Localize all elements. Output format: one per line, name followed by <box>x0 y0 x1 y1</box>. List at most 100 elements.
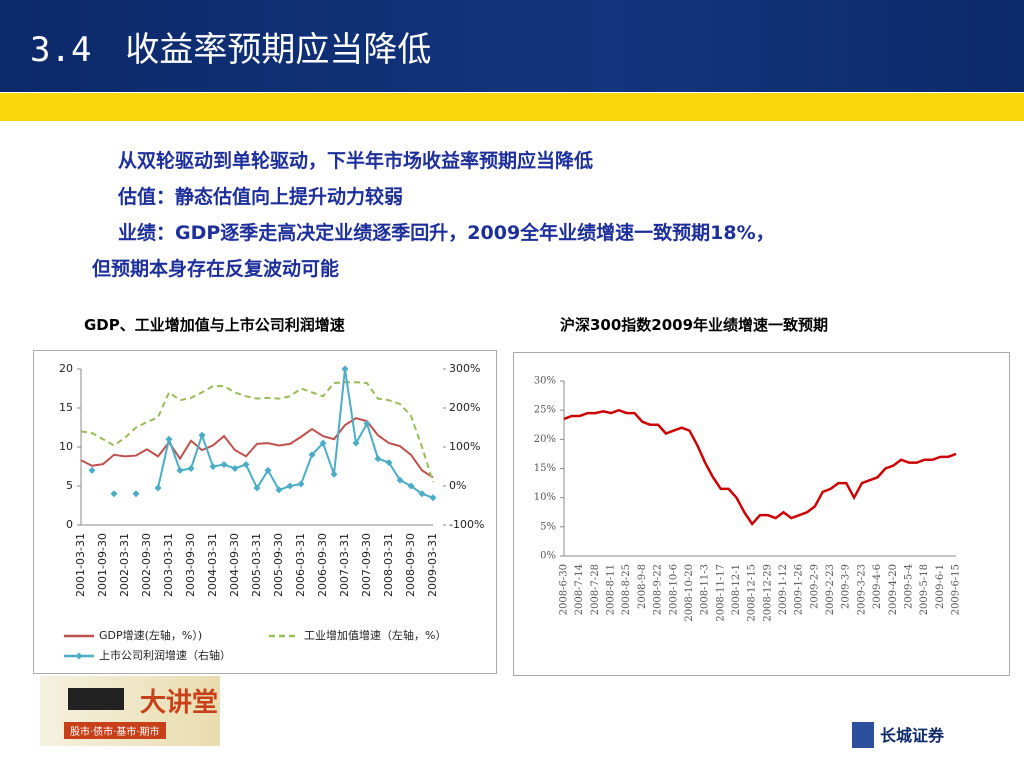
logo-text: 大讲堂 <box>140 688 219 718</box>
x-tick-label: 2001-09-30 <box>96 533 109 597</box>
x-tick-label: 2009-4-20 <box>888 564 899 615</box>
data-point <box>385 459 393 467</box>
data-point <box>176 466 184 474</box>
x-tick-label: 2008-7-28 <box>590 564 601 615</box>
y-tick-label: 30% <box>534 376 556 387</box>
chart-title: GDP、工业增加值与上市公司利润增速 <box>84 316 345 334</box>
text-line: 业绩：GDP逐季走高决定业绩逐季回升，2009全年业绩增速一致预期18%， <box>118 222 775 244</box>
logo-tagline: 股市·债市·基市·期市 <box>64 722 166 739</box>
x-tick-label: 2008-10-20 <box>684 564 695 622</box>
x-tick-label: 2004-03-31 <box>206 533 219 597</box>
x-tick-label: 2009-5-4 <box>903 564 914 609</box>
x-tick-label: 2003-09-30 <box>184 533 197 597</box>
y-tick-label: 15 <box>59 401 73 414</box>
x-tick-label: 2008-10-6 <box>668 564 679 615</box>
y-tick-label: 25% <box>534 405 556 416</box>
series-line <box>563 408 957 526</box>
y2-tick-label: -100% <box>449 518 484 531</box>
y-tick-label: 0 <box>66 518 73 531</box>
data-point <box>88 466 96 474</box>
text-line: 但预期本身存在反复波动可能 <box>92 258 340 280</box>
data-point <box>341 365 349 373</box>
data-point <box>154 484 162 492</box>
data-point <box>220 461 228 469</box>
logo-mark <box>852 722 874 748</box>
data-point <box>352 439 360 447</box>
x-tick-label: 2005-09-30 <box>272 533 285 597</box>
x-tick-label: 2008-12-1 <box>731 564 742 615</box>
data-point <box>286 482 294 490</box>
y2-tick-label: 0% <box>449 479 466 492</box>
x-tick-label: 2003-03-31 <box>162 533 175 597</box>
x-tick-label: 2008-12-15 <box>747 564 758 622</box>
data-point <box>374 455 382 463</box>
y-tick-label: 20 <box>59 362 73 375</box>
logo-mark <box>68 688 124 710</box>
x-tick-label: 2008-8-11 <box>606 564 617 615</box>
x-tick-label: 2008-6-30 <box>559 564 570 615</box>
chart-frame: 0 5 10 15 20 -100% 0% 100% 200% 300% 2001-03-31 200… <box>33 350 497 674</box>
x-tick-label: 2009-3-23 <box>856 564 867 615</box>
y-tick-label: 10% <box>534 492 556 503</box>
chart: 0 5 10 15 20 -100% 0% 100% 200% 300% 2001-03-31 200… <box>59 362 484 662</box>
data-point <box>165 435 173 443</box>
header-bar: 3.4 收益率预期应当降低 <box>0 0 1024 92</box>
x-tick-label: 2009-5-18 <box>919 564 930 615</box>
data-point <box>132 490 140 498</box>
y2-tick-label: 200% <box>449 401 480 414</box>
x-tick-label: 2009-03-31 <box>426 533 439 597</box>
y-tick-label: 0% <box>540 551 556 562</box>
x-tick-label: 2008-11-3 <box>700 564 711 615</box>
x-tick-label: 2006-03-31 <box>294 533 307 597</box>
legend-label: 上市公司利润增速（右轴） <box>99 648 231 662</box>
chart: 0% 5% 10% 15% 20% 25% 30% 2008-6-30 2008-7-14 200… <box>534 376 962 622</box>
data-point <box>319 439 327 447</box>
series-line <box>157 368 434 499</box>
legend-swatch <box>75 652 83 660</box>
x-tick-label: 2007-09-30 <box>360 533 373 597</box>
x-tick-label: 2009-6-1 <box>935 564 946 609</box>
y2-tick-label: 100% <box>449 440 480 453</box>
data-point <box>187 464 195 472</box>
x-tick-label: 2002-09-30 <box>140 533 153 597</box>
data-point <box>363 420 371 428</box>
data-point <box>396 476 404 484</box>
y-tick-label: 5 <box>66 479 73 492</box>
accent-band <box>0 93 1024 121</box>
data-point <box>231 464 239 472</box>
x-tick-label: 2005-03-31 <box>250 533 263 597</box>
data-point <box>242 461 250 469</box>
x-tick-label: 2008-12-29 <box>762 564 773 622</box>
data-point <box>253 484 261 492</box>
x-tick-label: 2009-4-6 <box>872 564 883 609</box>
x-tick-label: 2009-1-12 <box>778 564 789 615</box>
x-tick-label: 2008-11-17 <box>715 564 726 622</box>
x-tick-label: 2006-09-30 <box>316 533 329 597</box>
y-tick-label: 10 <box>59 440 73 453</box>
x-tick-label: 2008-9-22 <box>653 564 664 615</box>
legend-label: 工业增加值增速（左轴，%） <box>304 628 446 642</box>
text-line: 从双轮驱动到单轮驱动，下半年市场收益率预期应当降低 <box>118 150 594 172</box>
series-line <box>80 381 434 483</box>
series-line <box>80 417 434 479</box>
x-tick-label: 2008-7-14 <box>574 564 585 615</box>
x-tick-label: 2009-2-9 <box>809 564 820 609</box>
data-point <box>275 486 283 494</box>
x-tick-label: 2007-03-31 <box>338 533 351 597</box>
x-tick-label: 2009-3-9 <box>841 564 852 609</box>
x-tick-label: 2009-2-23 <box>825 564 836 615</box>
chart-frame: 0% 5% 10% 15% 20% 25% 30% 2008-6-30 2008-7-14 200… <box>513 352 1010 676</box>
logo: 大讲堂 股市·债市·基市·期市 <box>40 676 220 746</box>
data-point <box>297 480 305 488</box>
data-point <box>418 490 426 498</box>
data-point <box>308 451 316 459</box>
text-line: 估值：静态估值向上提升动力较弱 <box>118 186 404 208</box>
x-tick-label: 2004-09-30 <box>228 533 241 597</box>
x-tick-label: 2008-9-8 <box>637 564 648 609</box>
x-tick-label: 2008-03-31 <box>382 533 395 597</box>
y-tick-label: 15% <box>534 463 556 474</box>
data-point <box>330 470 338 478</box>
data-point <box>429 494 437 502</box>
x-tick-label: 2001-03-31 <box>74 533 87 597</box>
